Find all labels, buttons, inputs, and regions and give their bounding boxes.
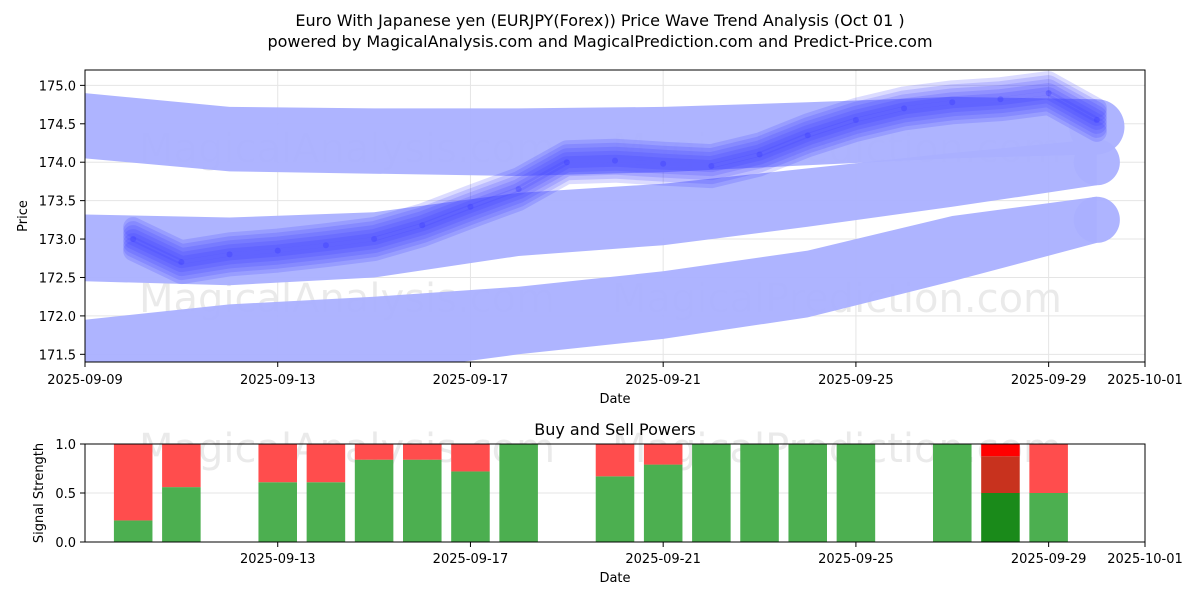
buy-bar xyxy=(499,444,538,542)
price-wave-point xyxy=(371,236,378,243)
price-wave-point xyxy=(130,236,137,243)
x-tick-label: 2025-09-29 xyxy=(1011,552,1087,567)
sell-bar xyxy=(451,444,490,472)
price-wave-chart: 2025-09-09 2025-09-13 2025-09-17 2025-09-21… xyxy=(16,69,1183,407)
y-tick-label: 174.5 xyxy=(39,118,76,133)
x-tick-label: 2025-09-21 xyxy=(625,373,701,388)
buy-bar xyxy=(740,444,779,542)
watermark-left-bottom: MagicalAnalysis.com xyxy=(139,426,555,472)
x-tick-label: 2025-09-17 xyxy=(433,552,509,567)
price-wave-point xyxy=(322,242,329,249)
sell-bar xyxy=(354,444,394,460)
chart-title-line1: Euro With Japanese yen (EURJPY(Forex)) P… xyxy=(295,11,904,30)
price-wave-point xyxy=(274,247,281,254)
price-wave-point xyxy=(949,99,956,106)
buy-sell-title: Buy and Sell Powers xyxy=(534,420,696,439)
x-tick-label: 2025-09-09 xyxy=(47,373,123,388)
x-tick-label: 2025-09-13 xyxy=(240,373,316,388)
x-tick-label: 2025-09-21 xyxy=(625,552,701,567)
buy-bar xyxy=(451,471,490,542)
price-wave-point xyxy=(804,132,811,139)
price-wave-line xyxy=(123,87,1107,277)
price-wave-point xyxy=(852,116,859,123)
x-axis-label: Date xyxy=(599,571,630,586)
price-wave-point xyxy=(997,96,1004,103)
price-wave-line xyxy=(123,71,1107,261)
price-wave-point xyxy=(563,159,570,166)
sell-bar xyxy=(1029,444,1068,493)
x-tick-label: 2025-09-25 xyxy=(818,552,894,567)
buy-bar xyxy=(258,482,297,542)
buy-bar xyxy=(933,444,972,542)
trend-band-3 xyxy=(85,196,1097,362)
price-wave-point xyxy=(419,222,426,229)
x-axis-label: Date xyxy=(599,392,630,407)
price-wave-point xyxy=(660,160,667,167)
price-wave-point xyxy=(226,251,233,258)
y-tick-label: 173.0 xyxy=(39,233,76,248)
price-wave-line xyxy=(123,83,1107,273)
y-tick-label: 172.5 xyxy=(39,271,76,286)
y-axis-label: Price xyxy=(16,200,31,232)
sell-bar xyxy=(113,444,153,521)
price-wave-line xyxy=(123,79,1107,269)
chart-title-line2: powered by MagicalAnalysis.com and Magic… xyxy=(267,32,932,51)
x-tick-label: 2025-09-17 xyxy=(433,373,509,388)
buy-bar xyxy=(113,520,153,542)
x-tick-label: 2025-10-01 xyxy=(1107,552,1183,567)
buy-bar xyxy=(643,464,683,542)
sell-bar xyxy=(595,444,635,477)
x-tick-label: 2025-09-25 xyxy=(818,373,894,388)
buy-bar xyxy=(981,493,1020,542)
sell-bar xyxy=(643,444,683,465)
trend-band-1 xyxy=(85,93,1097,176)
y-tick-label: 1.0 xyxy=(55,438,76,453)
price-wave-point xyxy=(1093,116,1100,123)
price-wave-point xyxy=(901,105,908,112)
y-tick-label: 175.0 xyxy=(39,79,76,94)
sell-bar xyxy=(306,444,346,483)
y-tick-label: 172.0 xyxy=(39,310,76,325)
sell-bar xyxy=(258,444,297,483)
buy-bar xyxy=(354,459,394,542)
price-wave-point xyxy=(756,151,763,158)
sell-bar-peak xyxy=(981,444,1020,457)
x-tick-label: 2025-09-13 xyxy=(240,552,316,567)
trend-band-cap-3 xyxy=(1073,196,1120,243)
sell-bar xyxy=(162,444,201,488)
x-tick-label: 2025-10-01 xyxy=(1107,373,1183,388)
price-wave-line xyxy=(123,91,1107,281)
price-wave-point xyxy=(178,259,185,266)
plot-frame xyxy=(84,69,1146,363)
y-tick-label: 173.5 xyxy=(39,195,76,210)
price-wave-line xyxy=(123,75,1107,265)
trend-band-2 xyxy=(85,139,1097,286)
y-axis-label: Signal Strength xyxy=(32,443,47,543)
price-wave-point xyxy=(708,163,715,170)
buy-bar xyxy=(692,444,731,542)
price-wave-point xyxy=(1045,90,1052,97)
buy-bar xyxy=(306,482,346,542)
buy-bar xyxy=(1029,493,1068,542)
buy-bar xyxy=(595,476,635,542)
plot-area xyxy=(85,71,1125,362)
trend-band-cap-2 xyxy=(1073,139,1120,186)
sell-bar xyxy=(403,444,442,460)
y-tick-label: 174.0 xyxy=(39,156,76,171)
price-wave-point xyxy=(467,203,474,210)
buy-bar xyxy=(836,444,876,542)
x-tick-label: 2025-09-29 xyxy=(1011,373,1087,388)
price-wave-point xyxy=(515,186,522,193)
y-tick-label: 0.5 xyxy=(55,487,76,502)
y-tick-label: 0.0 xyxy=(55,536,76,551)
y-tick-label: 171.5 xyxy=(39,348,76,363)
price-wave-point xyxy=(612,157,618,164)
price-wave-line xyxy=(123,95,1107,285)
buy-sell-power-chart: Buy and Sell Powers 2025-09-13 2025-09-17 2… xyxy=(32,420,1183,586)
buy-bar xyxy=(162,487,201,542)
buy-bar xyxy=(788,444,827,542)
sell-bar xyxy=(981,456,1020,493)
buy-bar xyxy=(403,459,442,542)
